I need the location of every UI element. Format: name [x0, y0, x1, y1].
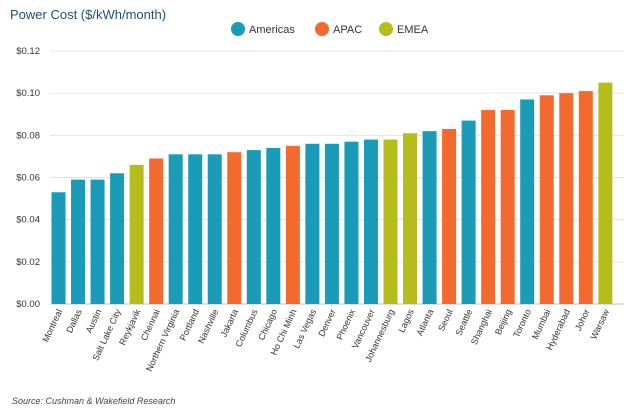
- bar-ho-chi-minh: [285, 145, 300, 304]
- bar-jakarta: [227, 152, 242, 304]
- bar-reykjavik: [129, 164, 144, 304]
- x-tick-label: Johor: [573, 308, 592, 333]
- legend-label-apac: APAC: [333, 24, 362, 36]
- bar-seoul: [442, 129, 457, 304]
- x-tick-label: Seoul: [436, 308, 455, 333]
- chart-title: Power Cost ($/kWh/month): [10, 7, 166, 22]
- x-tick-label: Toronto: [511, 308, 533, 339]
- bar-beijing: [500, 110, 515, 305]
- bar-salt-lake-city: [110, 173, 125, 304]
- bar-warsaw: [598, 82, 613, 304]
- bar-austin: [90, 179, 105, 304]
- y-tick-label: $0.10: [16, 88, 40, 99]
- x-tick-label: Denver: [316, 308, 337, 339]
- bar-mumbai: [539, 95, 554, 305]
- x-tick-label: Jakarta: [219, 308, 241, 339]
- y-tick-label: $0.02: [16, 257, 40, 268]
- y-tick-label: $0.04: [16, 215, 40, 226]
- bar-seattle: [461, 120, 476, 304]
- bar-atlanta: [422, 131, 437, 304]
- legend-label-americas: Americas: [249, 24, 295, 36]
- bar-chennai: [149, 158, 164, 304]
- x-tick-label: Atlanta: [414, 308, 435, 338]
- bar-shanghai: [481, 110, 496, 305]
- y-tick-label: $0.08: [16, 130, 40, 141]
- bar-dallas: [71, 179, 86, 304]
- bar-columbus: [246, 150, 261, 304]
- bar-chicago: [266, 147, 281, 304]
- x-tick-label: Dallas: [64, 307, 84, 334]
- x-tick-label: Montreal: [40, 308, 64, 344]
- x-tick-label: Seattle: [454, 308, 475, 338]
- x-tick-label: Beijing: [493, 308, 513, 337]
- legend-swatch-americas: [231, 22, 245, 36]
- legend-swatch-apac: [315, 22, 329, 36]
- legend: Americas APAC EMEA: [231, 22, 429, 36]
- legend-swatch-emea: [379, 22, 393, 36]
- bars: [51, 82, 613, 305]
- bar-johor: [578, 91, 593, 304]
- bar-nashville: [207, 154, 222, 304]
- x-tick-label: Lagos: [396, 307, 416, 334]
- bar-northern-virginia: [168, 154, 183, 304]
- x-tick-label: Austin: [84, 308, 104, 335]
- bar-johannesburg: [383, 139, 398, 304]
- y-tick-label: $0.06: [16, 173, 40, 184]
- y-axis: $0.00 $0.02 $0.04 $0.06 $0.08 $0.10 $0.12: [16, 46, 40, 310]
- y-tick-label: $0.00: [16, 299, 40, 310]
- y-tick-label: $0.12: [16, 46, 40, 57]
- bar-vancouver: [363, 139, 378, 304]
- source-note: Source: Cushman & Wakefield Research: [12, 396, 175, 406]
- bar-phoenix: [344, 141, 359, 304]
- bar-montreal: [51, 192, 66, 304]
- bar-toronto: [520, 99, 535, 304]
- bar-hyderabad: [559, 93, 574, 305]
- bar-denver: [324, 143, 339, 304]
- x-tick-label: Warsaw: [588, 307, 611, 341]
- legend-label-emea: EMEA: [397, 24, 429, 36]
- bar-lagos: [403, 133, 418, 304]
- bar-las-vegas: [305, 143, 320, 304]
- bar-portland: [188, 154, 203, 304]
